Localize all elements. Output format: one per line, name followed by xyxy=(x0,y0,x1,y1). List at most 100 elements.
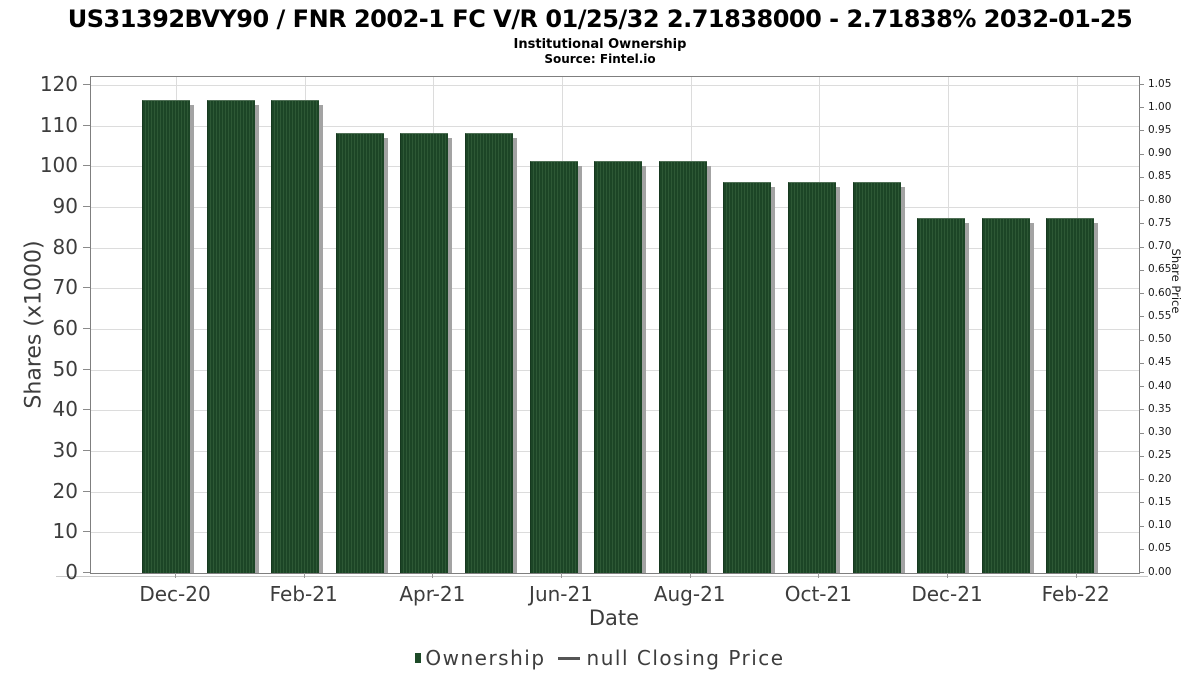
x-tick-mark xyxy=(818,573,820,578)
x-tick-label: Dec-21 xyxy=(911,582,983,606)
horizontal-gridline xyxy=(91,125,1139,127)
x-tick-mark xyxy=(175,573,176,578)
ownership-bar xyxy=(981,218,1030,573)
left-tick-mark xyxy=(83,531,90,533)
right-tick-mark xyxy=(1139,548,1144,550)
ownership-bar xyxy=(465,132,513,573)
right-tick-mark xyxy=(1139,409,1144,411)
x-axis-line xyxy=(56,576,1148,577)
right-tick-label: 0.20 xyxy=(1148,472,1172,485)
left-tick-label: 50 xyxy=(52,356,78,381)
ownership-legend-label: Ownership xyxy=(425,646,546,670)
left-tick-label: 10 xyxy=(52,519,78,544)
left-tick-mark xyxy=(83,409,90,411)
right-tick-mark xyxy=(1139,572,1144,573)
right-tick-mark xyxy=(1139,316,1144,318)
ownership-bar xyxy=(788,181,836,573)
left-tick-mark xyxy=(83,206,90,208)
right-tick-mark xyxy=(1139,246,1144,248)
x-tick-label: Apr-21 xyxy=(399,582,466,606)
ownership-bar xyxy=(142,100,190,573)
right-tick-mark xyxy=(1139,455,1144,457)
left-tick-mark xyxy=(83,124,90,126)
left-tick-mark xyxy=(83,328,90,330)
right-tick-label: 0.85 xyxy=(1148,170,1172,183)
right-tick-mark xyxy=(1139,362,1144,364)
right-tick-label: 0.50 xyxy=(1148,333,1172,346)
left-tick-mark xyxy=(83,490,90,492)
right-tick-mark xyxy=(1139,153,1144,155)
right-tick-mark xyxy=(1139,386,1144,388)
left-tick-mark xyxy=(83,572,90,573)
x-tick-mark xyxy=(561,573,562,578)
horizontal-gridline xyxy=(91,85,1139,87)
right-tick-label: 0.75 xyxy=(1148,216,1172,229)
closing-price-legend-line-icon xyxy=(557,656,580,660)
right-tick-mark xyxy=(1139,339,1144,341)
left-tick-label: 20 xyxy=(52,478,78,503)
ownership-bar xyxy=(723,181,772,573)
right-tick-label: 0.40 xyxy=(1148,379,1172,392)
x-tick-mark xyxy=(303,573,305,578)
right-tick-mark xyxy=(1139,293,1144,295)
right-tick-mark xyxy=(1139,107,1144,109)
right-tick-label: 0.35 xyxy=(1148,402,1172,415)
x-tick-label: Aug-21 xyxy=(653,582,726,606)
x-tick-mark xyxy=(432,573,434,578)
left-tick-mark xyxy=(83,287,90,289)
chart-title: US31392BVY90 / FNR 2002-1 FC V/R 01/25/3… xyxy=(67,5,1133,33)
right-tick-label: 0.95 xyxy=(1148,123,1172,136)
right-tick-label: 0.00 xyxy=(1148,565,1172,578)
left-tick-mark xyxy=(83,450,90,452)
x-tick-label: Oct-21 xyxy=(784,582,852,606)
left-tick-label: 0 xyxy=(65,560,78,584)
right-tick-label: 0.30 xyxy=(1148,426,1172,439)
right-tick-mark xyxy=(1139,525,1144,527)
right-tick-label: 1.05 xyxy=(1148,77,1172,90)
right-tick-label: 0.90 xyxy=(1148,147,1172,160)
right-tick-mark xyxy=(1139,84,1144,85)
right-tick-mark xyxy=(1139,269,1144,271)
right-tick-label: 0.70 xyxy=(1148,240,1172,253)
left-tick-label: 90 xyxy=(52,194,78,219)
closing-price-legend-label: null Closing Price xyxy=(586,646,785,670)
right-tick-label: 1.00 xyxy=(1148,100,1172,113)
right-tick-label: 0.60 xyxy=(1148,286,1172,299)
ownership-bar xyxy=(271,100,320,573)
left-tick-label: 70 xyxy=(52,275,78,300)
ownership-bar xyxy=(400,132,449,573)
right-tick-label: 0.55 xyxy=(1148,309,1172,322)
right-tick-mark xyxy=(1139,130,1144,132)
left-tick-label: 60 xyxy=(52,316,78,341)
x-tick-label: Dec-20 xyxy=(139,582,211,606)
ownership-bar xyxy=(529,161,578,573)
left-tick-mark xyxy=(83,368,90,370)
right-tick-mark xyxy=(1139,176,1144,178)
left-tick-label: 100 xyxy=(39,153,78,178)
x-tick-mark xyxy=(689,573,691,578)
right-tick-mark xyxy=(1139,479,1144,481)
right-tick-label: 0.15 xyxy=(1148,495,1172,508)
chart-source: Source: Fintel.io xyxy=(544,52,656,66)
left-tick-label: 30 xyxy=(52,438,78,463)
left-tick-label: 40 xyxy=(52,397,78,422)
ownership-bar xyxy=(1046,218,1095,573)
x-tick-mark xyxy=(947,573,949,578)
plot-area xyxy=(90,76,1140,574)
ownership-bar xyxy=(852,181,901,573)
right-tick-label: 0.80 xyxy=(1148,193,1172,206)
ownership-bar xyxy=(335,132,384,573)
ownership-bar xyxy=(917,218,966,573)
right-tick-mark xyxy=(1139,502,1144,504)
right-tick-label: 0.10 xyxy=(1148,519,1172,532)
right-tick-label: 0.65 xyxy=(1148,263,1172,276)
ownership-legend-swatch-icon xyxy=(415,653,422,663)
legend: Ownership null Closing Price xyxy=(0,646,1200,670)
x-axis-title: Date xyxy=(588,606,640,630)
left-tick-label: 110 xyxy=(39,112,78,137)
right-tick-label: 0.25 xyxy=(1148,449,1172,462)
x-tick-label: Feb-21 xyxy=(269,582,338,606)
right-tick-mark xyxy=(1139,200,1144,202)
left-tick-label: 120 xyxy=(39,72,78,97)
